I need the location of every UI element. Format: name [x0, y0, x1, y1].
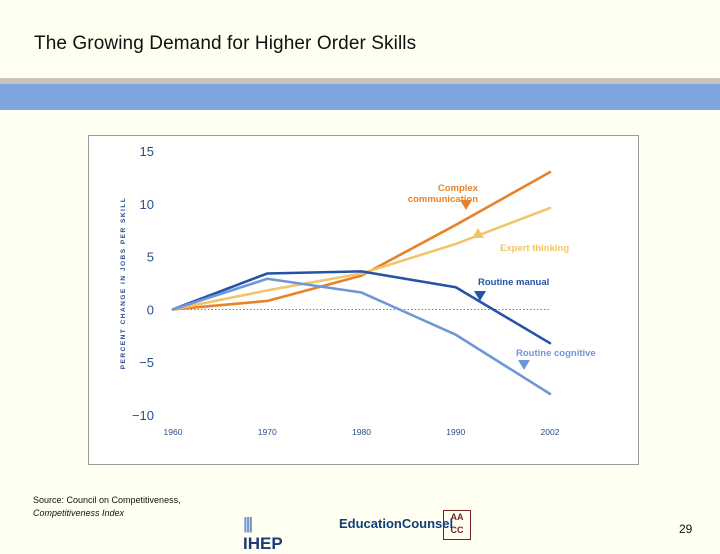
series-expert-thinking-label: Expert thinking [500, 243, 569, 254]
series-expert-thinking-marker [472, 228, 484, 238]
y-tick-label: −5 [139, 355, 154, 370]
series-complex-communication-label: Complex [438, 183, 479, 194]
x-tick-label: 2002 [541, 427, 560, 437]
header-band-blue [0, 84, 720, 110]
page-number: 29 [679, 522, 693, 536]
series-routine-manual-label: Routine manual [478, 277, 549, 288]
ihep-logo: ||| IHEP [243, 514, 283, 553]
y-tick-label: 10 [140, 197, 154, 212]
chart-frame [88, 135, 639, 465]
source-line-1: Source: Council on Competitiveness, [33, 495, 181, 505]
aacc-logo: AA CC [443, 510, 471, 540]
x-tick-label: 1960 [164, 427, 183, 437]
y-tick-label: 5 [147, 250, 154, 265]
header-rule-gray [0, 78, 720, 84]
series-complex-communication-label: communication [408, 194, 478, 205]
series-expert-thinking-line [171, 206, 552, 311]
source-note: Source: Council on Competitiveness, Comp… [33, 494, 181, 520]
y-tick-label: 0 [147, 302, 154, 317]
x-tick-label: 1980 [352, 427, 371, 437]
y-tick-label: −10 [132, 408, 154, 423]
source-line-2: Competitiveness Index [33, 508, 125, 518]
series-routine-cognitive-marker [518, 360, 530, 370]
x-tick-label: 1990 [446, 427, 465, 437]
series-routine-cognitive-label: Routine cognitive [516, 348, 596, 359]
y-tick-label: 15 [140, 144, 154, 159]
education-counsel-logo: EducationCounsel [339, 516, 454, 531]
slide-title: The Growing Demand for Higher Order Skil… [34, 33, 417, 54]
y-axis-label: PERCENT CHANGE IN JOBS PER SKILL [120, 197, 127, 370]
series-routine-cognitive-line [171, 277, 552, 396]
x-tick-label: 1970 [258, 427, 277, 437]
series-complex-communication-marker [460, 200, 472, 210]
series-routine-manual-marker [474, 291, 486, 301]
line-chart: 15 10 5 0 −5 −10 PERCENT CHANGE IN JOBS PER SK… [120, 144, 596, 437]
series-complex-communication-line [171, 170, 552, 311]
series-routine-manual-line [171, 270, 552, 345]
